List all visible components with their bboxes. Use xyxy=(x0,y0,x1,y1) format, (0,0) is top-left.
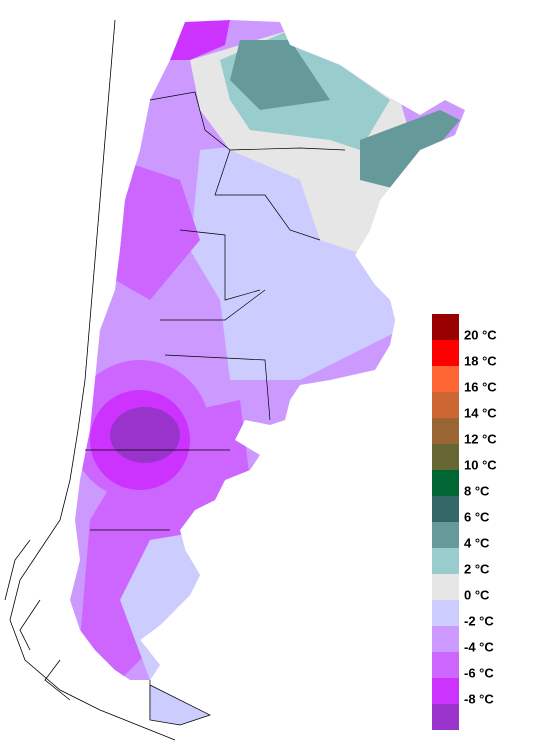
legend-label: 12 °C xyxy=(464,431,497,446)
legend-label: -8 °C xyxy=(464,691,494,706)
legend-label: 6 °C xyxy=(464,509,490,524)
legend-label: 0 °C xyxy=(464,587,490,602)
legend-swatch xyxy=(432,418,459,444)
legend-swatch xyxy=(432,392,459,418)
legend-swatch xyxy=(432,340,459,366)
legend-label: 16 °C xyxy=(464,379,497,394)
legend-label: 20 °C xyxy=(464,327,497,342)
chile-coast xyxy=(4,19,176,741)
legend-swatch xyxy=(432,366,459,392)
legend-swatch xyxy=(432,522,459,548)
legend-label: 4 °C xyxy=(464,535,490,550)
legend-label: 2 °C xyxy=(464,561,490,576)
legend-swatch xyxy=(432,444,459,470)
legend-swatch xyxy=(432,678,459,704)
legend-label: 14 °C xyxy=(464,405,497,420)
legend-swatch xyxy=(432,314,459,340)
legend-label: 8 °C xyxy=(464,483,490,498)
legend-swatch xyxy=(432,470,459,496)
legend-label: 10 °C xyxy=(464,457,497,472)
legend-swatch xyxy=(432,548,459,574)
legend-label: -4 °C xyxy=(464,639,494,654)
tierra-del-fuego xyxy=(149,684,211,726)
legend-swatch xyxy=(432,600,459,626)
legend-swatch xyxy=(432,652,459,678)
province-borders xyxy=(85,91,346,720)
legend-swatch xyxy=(432,626,459,652)
legend-label: -2 °C xyxy=(464,613,494,628)
legend-swatch xyxy=(432,704,459,730)
legend-label: 18 °C xyxy=(464,353,497,368)
legend[interactable]: 20 °C 18 °C 16 °C 14 °C 12 °C 10 °C 8 °C 6 °C 4 … xyxy=(432,314,497,730)
legend-swatch xyxy=(432,574,459,600)
legend-label: -6 °C xyxy=(464,665,494,680)
legend-swatch xyxy=(432,496,459,522)
